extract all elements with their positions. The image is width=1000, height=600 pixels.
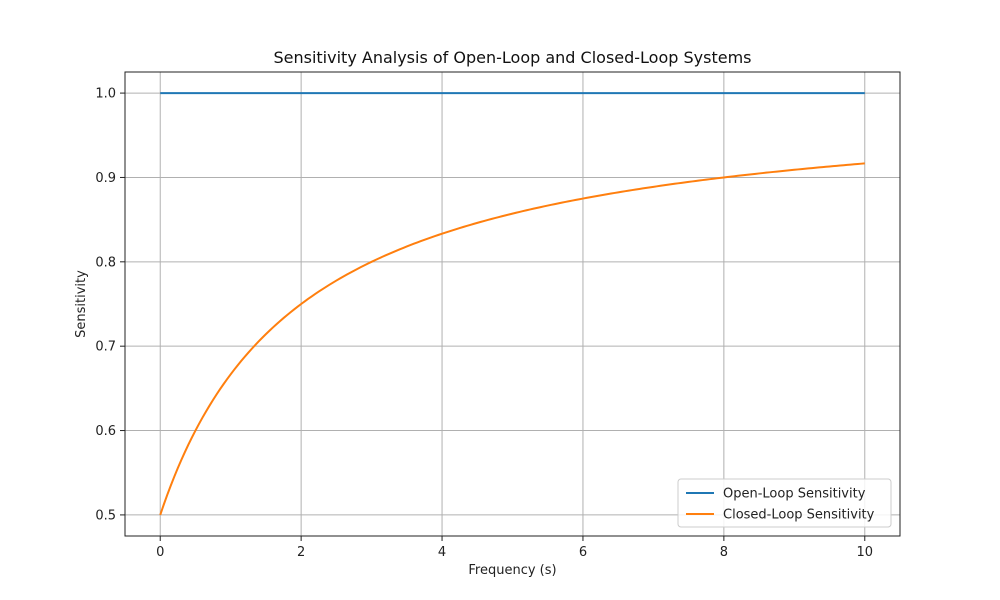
x-tick-label: 6 — [579, 545, 587, 560]
y-axis: 0.5 0.6 0.7 0.8 0.9 1.0 — [95, 87, 125, 523]
y-axis-label: Sensitivity — [74, 270, 89, 338]
y-tick-label: 1.0 — [95, 87, 116, 102]
x-axis: 0 2 4 6 8 10 — [156, 536, 873, 560]
plot-frame — [124, 71, 901, 537]
x-tick-label: 8 — [720, 545, 728, 560]
chart-title: Sensitivity Analysis of Open-Loop and Cl… — [273, 48, 751, 67]
y-tick-label: 0.6 — [95, 424, 116, 439]
x-tick-label: 0 — [156, 545, 164, 560]
legend-label-2: Closed-Loop Sensitivity — [723, 508, 875, 523]
y-tick-label: 0.9 — [95, 171, 116, 186]
x-tick-label: 2 — [297, 545, 305, 560]
x-tick-label: 10 — [856, 545, 873, 560]
series-layer — [159, 92, 865, 516]
legend-label-1: Open-Loop Sensitivity — [723, 487, 866, 502]
series-line-2 — [159, 162, 865, 516]
x-axis-label: Frequency (s) — [468, 563, 556, 578]
legend: Open-Loop Sensitivity Closed-Loop Sensiti… — [677, 478, 892, 528]
legend-box — [677, 478, 892, 528]
y-tick-label: 0.7 — [95, 340, 116, 355]
y-tick-label: 0.5 — [95, 508, 116, 523]
x-tick-label: 4 — [438, 545, 446, 560]
y-tick-label: 0.8 — [95, 255, 116, 270]
